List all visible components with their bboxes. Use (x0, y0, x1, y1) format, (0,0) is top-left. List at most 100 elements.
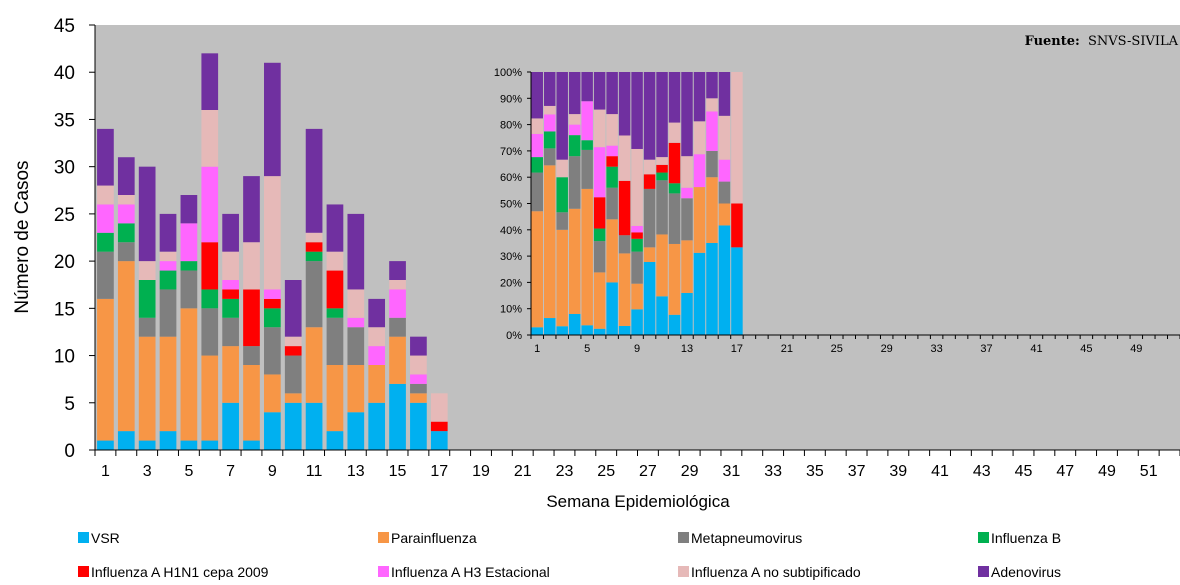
x-tick-label: 1 (101, 463, 110, 480)
inset-x-tick-label: 41 (1030, 343, 1042, 355)
bar-segment (180, 308, 198, 441)
bar-segment (305, 261, 323, 328)
y-tick-label: 25 (54, 205, 75, 226)
bar-segment (368, 298, 386, 328)
inset-bar-segment (556, 177, 568, 213)
bar-segment (410, 402, 427, 450)
x-tick-label: 11 (306, 463, 323, 480)
inset-x-tick-label: 9 (634, 343, 640, 355)
legend-swatch (978, 566, 989, 577)
inset-bar-segment (631, 232, 643, 239)
bar-segment (305, 402, 323, 450)
inset-bar-segment (531, 157, 543, 173)
inset-y-tick-label: 100% (494, 67, 522, 79)
bar-segment (347, 317, 365, 328)
bar-segment (159, 270, 177, 290)
legend-swatch (378, 532, 389, 543)
bar-segment (389, 280, 406, 290)
bar-segment (326, 204, 344, 252)
bar-segment (368, 365, 386, 403)
bar-segment (410, 374, 427, 384)
inset-bar-segment (568, 208, 581, 314)
inset-bar-segment (568, 72, 581, 115)
inset-x-tick-label: 1 (534, 343, 540, 355)
legend-label: Influenza A H1N1 cepa 2009 (91, 564, 269, 580)
inset-bar-segment (718, 159, 731, 182)
legend-item: Adenovirus (978, 564, 1061, 580)
inset-x-tick-label: 49 (1130, 343, 1142, 355)
bar-segment (117, 195, 135, 205)
bar-segment (347, 213, 365, 290)
x-tick-label: 19 (472, 463, 490, 480)
x-tick-label: 21 (514, 463, 532, 480)
bar-segment (117, 204, 135, 224)
bar-segment (222, 402, 239, 450)
inset-bar-segment (543, 318, 556, 335)
inset-bar-segment (606, 145, 618, 157)
legend-swatch (678, 532, 689, 543)
bar-segment (222, 298, 239, 318)
bar-segment (201, 355, 219, 441)
inset-bar-segment (656, 172, 668, 181)
inset-bar-segment (718, 181, 731, 204)
inset-bar-segment (631, 148, 643, 226)
x-tick-label: 47 (1056, 463, 1074, 480)
legend-label: Influenza B (991, 530, 1061, 546)
inset-chart: 0% 10% 20% 30% 40% 50% 60% 70% 80% 90% 100% 1 5 9 13 1… (494, 67, 1180, 355)
bar-segment (97, 232, 114, 252)
inset-bar-segment (693, 252, 706, 335)
inset-bar-segment (581, 149, 593, 189)
inset-bar-segment (606, 72, 618, 115)
inset-y-tick-label: 50% (500, 199, 522, 211)
x-tick-label: 9 (268, 463, 277, 480)
y-tick-label: 0 (64, 441, 75, 462)
bar-segment (326, 308, 344, 318)
bar-segment (264, 289, 281, 299)
bar-segment (389, 317, 406, 337)
bar-segment (264, 298, 281, 309)
legend-swatch (678, 566, 689, 577)
y-tick-label: 10 (54, 347, 75, 368)
bar-segment (97, 185, 114, 205)
bar-segment (97, 440, 114, 450)
legend-label: Adenovirus (991, 564, 1061, 580)
inset-bar-segment (581, 325, 593, 335)
inset-bar-segment (581, 188, 593, 326)
inset-bar-segment (643, 174, 656, 189)
source-value: SNVS-SIVILA (1088, 34, 1179, 49)
bar-segment (389, 383, 406, 450)
inset-bar-segment (668, 314, 681, 335)
inset-bar-segment (631, 283, 643, 310)
x-tick-label: 49 (1098, 463, 1116, 480)
inset-bar-segment (656, 180, 668, 235)
inset-bar-segment (593, 72, 606, 110)
source-note: Fuente: SNVS-SIVILA (1025, 34, 1179, 49)
inset-bar-segment (593, 147, 606, 198)
bar-segment (222, 317, 239, 347)
bar-segment (264, 62, 281, 177)
inset-bar-segment (618, 135, 631, 181)
bar-segment (326, 365, 344, 432)
bar-segment (389, 261, 406, 280)
bar-segment (430, 421, 448, 432)
bar-segment (284, 355, 302, 394)
inset-bar-segment (568, 135, 581, 157)
inset-bar-segment (631, 238, 643, 252)
inset-bar-segment (543, 72, 556, 106)
inset-bar-segment (543, 114, 556, 132)
x-tick-label: 27 (639, 463, 657, 480)
x-tick-label: 31 (722, 463, 740, 480)
x-tick-label: 43 (973, 463, 991, 480)
bar-segment (347, 327, 365, 365)
legend-swatch (378, 566, 389, 577)
inset-bar-segment (731, 72, 743, 204)
bar-segment (326, 317, 344, 365)
bar-segment (138, 440, 156, 450)
x-tick-label: 45 (1015, 463, 1033, 480)
bar-segment (222, 280, 239, 290)
bar-segment (201, 440, 219, 450)
inset-bar-segment (631, 72, 643, 149)
inset-bar-segment (606, 156, 618, 167)
bar-segment (410, 355, 427, 375)
inset-bar-segment (593, 228, 606, 242)
